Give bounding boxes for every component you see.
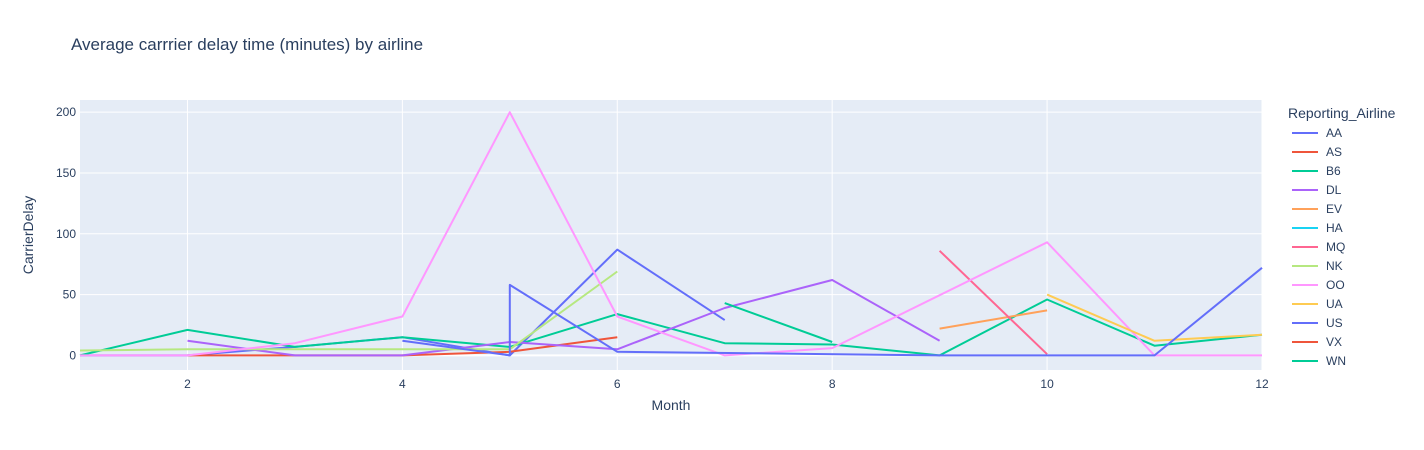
x-tick-label: 12 [1255,377,1269,391]
series-lines [79,111,1263,357]
legend-label: UA [1326,297,1343,311]
legend-title: Reporting_Airline [1288,105,1396,121]
legend-label: B6 [1326,164,1341,178]
legend-label: DL [1326,183,1342,197]
series-line-ev [939,309,1048,330]
legend-item-nk[interactable]: NK [1292,259,1343,273]
legend-label: VX [1326,335,1342,349]
legend-item-ua[interactable]: UA [1292,297,1343,311]
legend-item-ha[interactable]: HA [1292,221,1343,235]
x-tick-label: 6 [614,377,621,391]
legend-item-b6[interactable]: B6 [1292,164,1341,178]
plot-area [80,100,1262,370]
y-tick-label: 50 [63,288,77,302]
legend-item-vx[interactable]: VX [1292,335,1342,349]
x-tick-label: 8 [829,377,836,391]
legend-item-ev[interactable]: EV [1292,202,1342,216]
legend-item-oo[interactable]: OO [1292,278,1345,292]
legend[interactable]: Reporting_Airline AA AS B6 DL EV HA MQ NK OO UA US… [1288,105,1396,368]
x-tick-label: 2 [184,377,191,391]
legend-label: AS [1326,145,1342,159]
legend-item-us[interactable]: US [1292,316,1343,330]
legend-label: OO [1326,278,1345,292]
series-line-wn [724,302,833,343]
y-axis-title: CarrierDelay [20,196,36,275]
tick-labels: 2 4 6 8 10 12 0 50 100 150 200 [56,105,1269,391]
y-tick-label: 200 [56,105,76,119]
legend-label: WN [1326,354,1346,368]
legend-label: EV [1326,202,1342,216]
legend-label: HA [1326,221,1343,235]
legend-label: MQ [1326,240,1345,254]
y-tick-label: 100 [56,227,76,241]
legend-item-aa[interactable]: AA [1292,126,1342,140]
series-line-us [402,267,1263,357]
x-axis-title: Month [652,397,691,413]
y-tick-label: 0 [69,348,76,362]
series-line-mq [938,250,1048,355]
legend-item-dl[interactable]: DL [1292,183,1342,197]
series-line-nk [79,270,618,352]
x-tick-label: 4 [399,377,406,391]
series-line-dl [187,279,941,357]
chart-title: Average carrrier delay time (minutes) by… [71,35,423,54]
legend-label: NK [1326,259,1343,273]
legend-item-as[interactable]: AS [1292,145,1342,159]
legend-item-mq[interactable]: MQ [1292,240,1345,254]
legend-item-wn[interactable]: WN [1292,354,1346,368]
x-tick-label: 10 [1040,377,1054,391]
legend-label: AA [1326,126,1342,140]
series-line-oo [80,111,1262,357]
series-line-ua [1046,293,1263,342]
y-tick-label: 150 [56,166,76,180]
legend-label: US [1326,316,1343,330]
